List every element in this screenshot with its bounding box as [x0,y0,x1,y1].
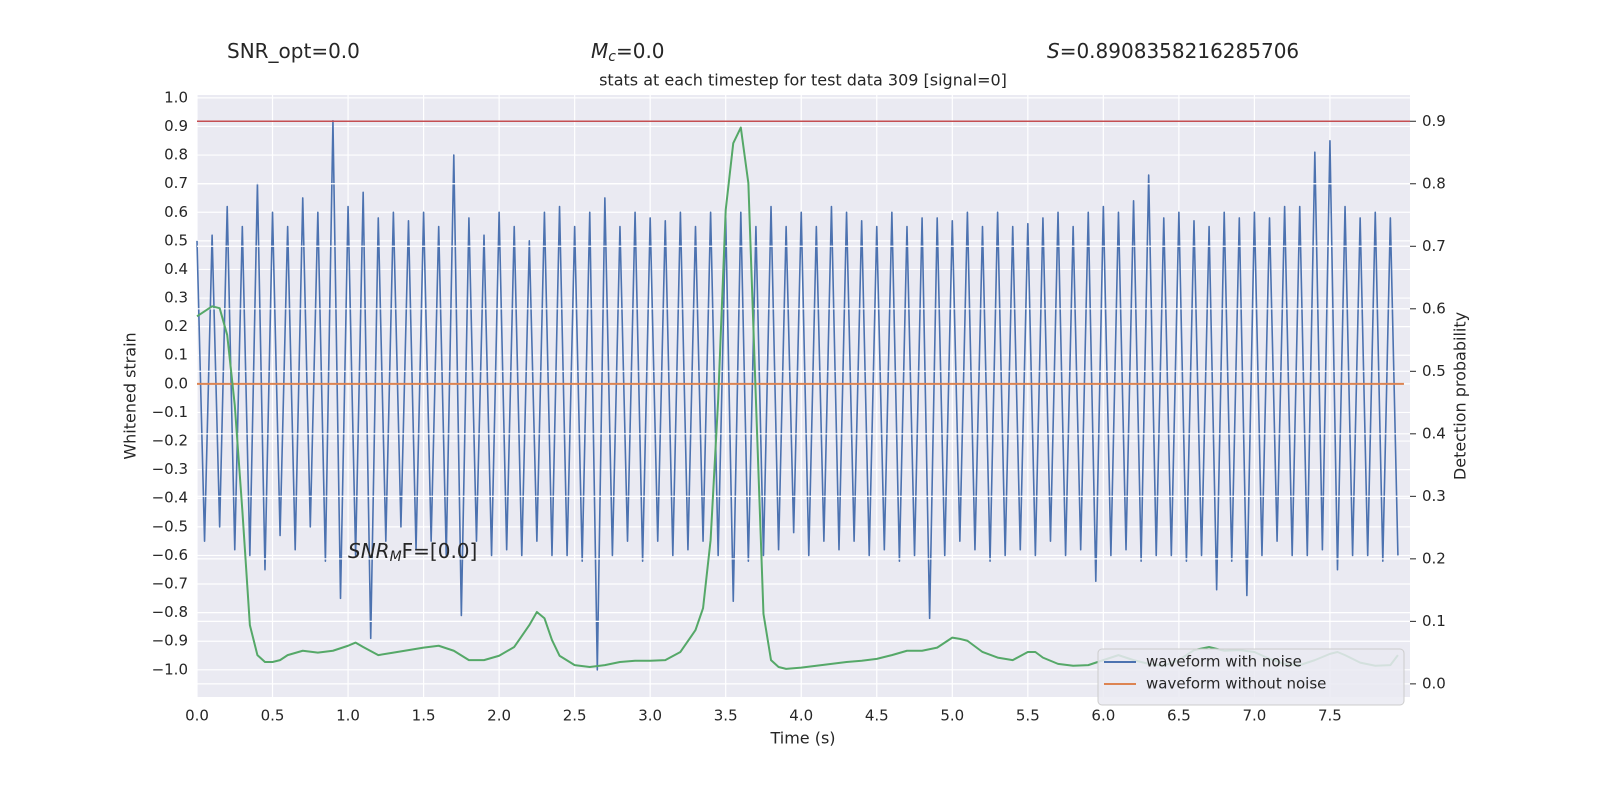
x-tick-label: 2.0 [487,707,511,725]
y-tick-label: −0.3 [152,460,188,478]
annotation: SNR_opt=0.0 [227,39,360,63]
annotation: Mc=0.0 [591,39,665,66]
y2-tick-label: 0.5 [1422,362,1446,380]
annotation-symbol: SNR [348,539,390,563]
y2-tick-label: 0.9 [1422,112,1446,130]
y-tick-label: 0.4 [164,260,188,278]
annotation-text: SNR_opt=0.0 [227,39,360,63]
annotation-text: =0.0 [616,39,665,63]
y2-tick-label: 0.1 [1422,612,1446,630]
y-tick-label: 0.9 [164,117,188,135]
y-tick-label: 1.0 [164,88,188,106]
y-tick-label: −0.4 [152,489,188,507]
x-tick-label: 1.5 [412,707,436,725]
chart-title: stats at each timestep for test data 309… [599,71,1007,90]
legend-label: waveform with noise [1146,653,1302,671]
y2-tick-label: 0.8 [1422,174,1446,192]
plot-background [197,95,1410,697]
y-tick-label: 0.0 [164,374,188,392]
y2-tick-label: 0.2 [1422,549,1446,567]
annotation-subscript: c [608,49,616,65]
y2-tick-label: 0.0 [1422,674,1446,692]
data-line [196,119,1399,671]
y-tick-label: −1.0 [152,660,188,678]
y2-tick-label: 0.6 [1422,299,1446,317]
x-tick-label: 2.5 [563,707,587,725]
legend-label: waveform without noise [1146,675,1326,693]
x-tick-label: 6.0 [1091,707,1115,725]
y-tick-label: −0.7 [152,575,188,593]
x-axis-label: Time (s) [769,729,835,748]
y-tick-label: −0.1 [152,403,188,421]
x-tick-label: 3.0 [638,707,662,725]
x-tick-label: 5.0 [940,707,964,725]
x-tick-label: 4.0 [789,707,813,725]
x-tick-label: 3.5 [714,707,738,725]
y-tick-label: −0.9 [152,632,188,650]
annotation-symbol: S [1047,39,1060,63]
y-axis-label: Whitened strain [121,332,140,459]
annotation-text: =0.8908358216285706 [1060,39,1299,63]
x-tick-label: 0.5 [261,707,285,725]
annotation-symbol: M [591,39,608,63]
y-tick-label: −0.8 [152,603,188,621]
y2-tick-label: 0.4 [1422,424,1446,442]
x-tick-label: 4.5 [865,707,889,725]
y-tick-label: −0.2 [152,432,188,450]
y-tick-label: 0.5 [164,231,188,249]
annotation: S=0.8908358216285706 [1047,39,1299,63]
y-tick-label: 0.6 [164,203,188,221]
y-tick-label: −0.6 [152,546,188,564]
annotation-text: F=[0.0] [402,539,478,563]
x-tick-label: 6.5 [1167,707,1191,725]
legend-box [1097,648,1405,706]
y-tick-label: 0.1 [164,346,188,364]
annotation-subscript: M [390,549,402,565]
x-tick-label: 0.0 [185,707,209,725]
x-tick-label: 7.0 [1242,707,1266,725]
y2-axis-label: Detection probability [1451,312,1470,480]
y-tick-label: 0.3 [164,289,188,307]
y-tick-label: 0.7 [164,174,188,192]
annotation: SNRMF=[0.0] [348,539,477,566]
y2-tick-label: 0.7 [1422,237,1446,255]
y-tick-label: 0.8 [164,146,188,164]
x-tick-label: 7.5 [1318,707,1342,725]
y-tick-label: −0.5 [152,517,188,535]
x-tick-label: 5.5 [1016,707,1040,725]
y2-tick-label: 0.3 [1422,487,1446,505]
x-tick-label: 1.0 [336,707,360,725]
y-tick-label: 0.2 [164,317,188,335]
